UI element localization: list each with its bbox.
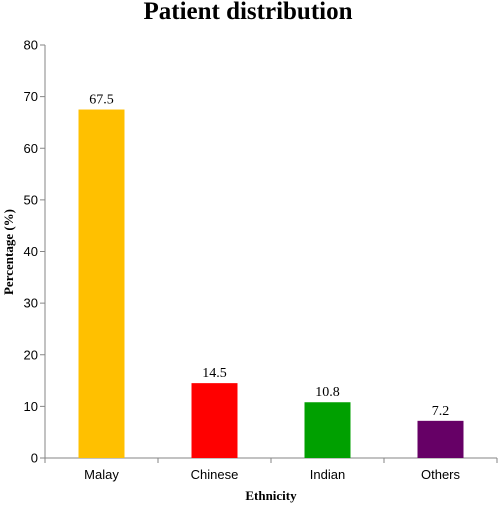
bar-series (78, 109, 464, 458)
y-tick-label: 60 (24, 141, 38, 156)
x-tick-label-indian: Indian (310, 467, 345, 482)
y-tick-label: 50 (24, 192, 38, 207)
y-tick-label: 20 (24, 347, 38, 362)
x-tick-label-chinese: Chinese (191, 467, 239, 482)
data-labels: 67.5 14.5 10.8 7.2 (89, 93, 449, 419)
bar-chinese (191, 383, 238, 458)
y-tick-label: 10 (24, 399, 38, 414)
data-label-others: 7.2 (432, 404, 450, 419)
data-label-indian: 10.8 (315, 385, 340, 400)
data-label-malay: 67.5 (89, 93, 114, 108)
y-tick-label: 0 (31, 451, 38, 466)
x-tick-label-malay: Malay (84, 467, 119, 482)
bar-others (417, 420, 464, 458)
bar-malay (78, 109, 125, 458)
x-tick-label-others: Others (421, 467, 461, 482)
data-label-chinese: 14.5 (202, 366, 227, 381)
bar-indian (304, 402, 351, 458)
y-axis-title: Percentage (%) (1, 209, 16, 295)
y-tick-label: 30 (24, 296, 38, 311)
y-tick-label: 70 (24, 89, 38, 104)
chart-title: Patient distribution (143, 0, 352, 25)
y-axis-ticks: 0 10 20 30 40 50 60 70 80 (24, 38, 45, 466)
y-tick-label: 40 (24, 244, 38, 259)
x-axis-ticks: Malay Chinese Indian Others (44, 458, 498, 482)
x-axis-title: Ethnicity (245, 488, 297, 503)
y-tick-label: 80 (24, 38, 38, 53)
